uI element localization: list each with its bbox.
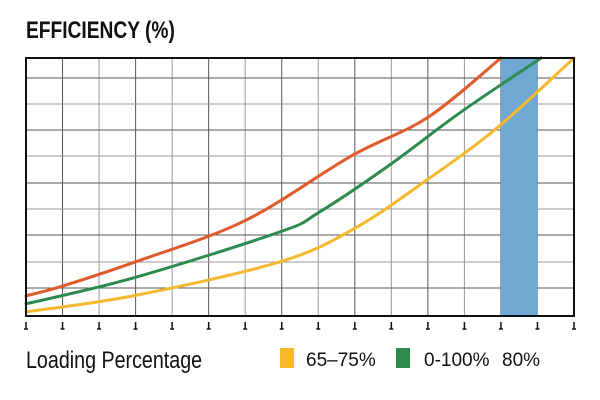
- legend-label-0-100: 0-100%: [424, 350, 490, 371]
- series-line-2: [24, 56, 576, 314]
- legend-swatch-65-75: [280, 348, 294, 368]
- x-axis-label: Loading Percentage: [26, 346, 202, 373]
- series-line-0: [24, 56, 503, 298]
- chart-title: EFFICIENCY (%): [26, 16, 175, 44]
- plot-frame: [25, 57, 575, 317]
- x-ticks: [24, 322, 576, 330]
- legend-label-80: 80%: [502, 350, 540, 371]
- highlight-band: [500, 58, 538, 316]
- legend-swatch-0-100: [396, 348, 410, 368]
- series-lines: [24, 56, 576, 314]
- legend-label-65-75: 65–75%: [306, 350, 376, 371]
- series-line-1: [24, 56, 543, 306]
